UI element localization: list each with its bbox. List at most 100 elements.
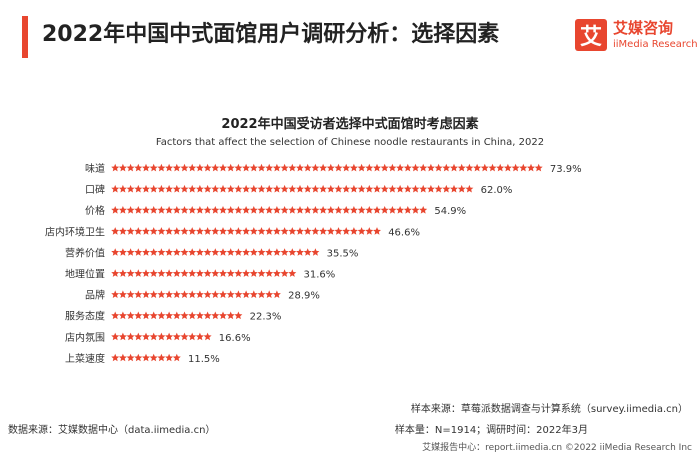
bar	[111, 248, 320, 256]
bar-star	[280, 248, 289, 256]
bar-star	[373, 206, 381, 214]
bar-star	[111, 206, 120, 214]
bar-star	[257, 248, 266, 256]
bar-star	[165, 311, 174, 320]
bar-star	[142, 311, 150, 320]
bar-star	[334, 184, 343, 193]
bar-star	[157, 290, 166, 298]
bar-star	[426, 184, 435, 193]
bar-star	[195, 311, 204, 320]
bar-star	[272, 184, 281, 193]
bar-star	[265, 206, 274, 214]
bar-star	[195, 184, 204, 193]
bar-star	[242, 290, 251, 298]
category-label: 品牌	[85, 289, 105, 302]
bar-star	[118, 206, 127, 214]
bar-star	[157, 163, 166, 172]
bar-star	[134, 332, 143, 341]
bar-star	[149, 227, 158, 235]
bar-star	[457, 184, 466, 193]
bar-star	[149, 353, 158, 362]
bar-star	[211, 311, 220, 320]
category-label: 价格	[85, 204, 105, 217]
bar-star	[334, 206, 343, 214]
bar-star	[118, 227, 127, 235]
bar-star	[203, 163, 212, 172]
bar-star	[257, 269, 266, 277]
bar-star	[118, 290, 127, 298]
logo-chinese-name: 艾媒咨询	[613, 19, 674, 37]
bar-star	[249, 248, 258, 256]
bar-star	[480, 163, 489, 172]
bar-star	[118, 353, 127, 362]
bar-star	[257, 184, 266, 193]
bar	[111, 311, 243, 320]
bar-star	[257, 163, 266, 172]
bar-star	[172, 353, 181, 362]
bar-star	[165, 248, 174, 256]
bar-star	[242, 206, 251, 214]
bar-star	[165, 353, 174, 362]
bar-star	[134, 163, 143, 172]
bar-star	[396, 163, 405, 172]
category-label: 地理位置	[65, 268, 105, 281]
bar-star	[226, 206, 235, 214]
bar-star	[142, 332, 150, 341]
bar-star	[111, 269, 120, 277]
bar-star	[473, 163, 482, 172]
bar-star	[426, 163, 435, 172]
bar	[111, 184, 474, 193]
bar-star	[203, 332, 212, 341]
bar-star	[126, 332, 135, 341]
bar-star	[242, 227, 251, 235]
bar	[111, 269, 297, 277]
bar-star	[242, 248, 251, 256]
bar-star	[349, 163, 358, 172]
bar-star	[311, 227, 320, 235]
bar-star	[165, 290, 174, 298]
bar-star	[342, 206, 351, 214]
bar-star	[357, 184, 366, 193]
bar-star	[157, 227, 166, 235]
bar-star	[272, 227, 281, 235]
bar-star	[234, 184, 243, 193]
bar-star	[272, 248, 281, 256]
logo-mark-icon: 艾	[575, 19, 607, 51]
bar-star	[134, 353, 143, 362]
bar-star	[503, 163, 512, 172]
bar-star	[195, 163, 204, 172]
bar-star	[296, 227, 304, 235]
bar-star	[126, 206, 135, 214]
bar-star	[195, 227, 204, 235]
bar-star	[357, 163, 366, 172]
bar-star	[319, 163, 328, 172]
bar-star	[111, 332, 120, 341]
bar-star	[142, 290, 150, 298]
bar-star	[111, 248, 120, 256]
bar-star	[172, 269, 181, 277]
category-label: 营养价值	[65, 246, 105, 259]
bar-star	[303, 248, 312, 256]
bar-star	[180, 163, 189, 172]
bar-star	[403, 163, 412, 172]
bar-star	[188, 184, 197, 193]
bar-star	[180, 290, 189, 298]
bar-star	[157, 353, 166, 362]
bar-star	[311, 248, 320, 256]
bar-star	[288, 227, 297, 235]
data-source: 数据来源：艾媒数据中心（data.iimedia.cn）	[8, 425, 216, 436]
category-label: 味道	[85, 162, 105, 175]
bar-star	[373, 163, 381, 172]
data-label: 35.5%	[327, 248, 359, 259]
bar-star	[280, 206, 289, 214]
bar-star	[134, 269, 143, 277]
bar-star	[249, 227, 258, 235]
bar-star	[126, 353, 135, 362]
bar-star	[219, 184, 227, 193]
bar-star	[380, 206, 389, 214]
bar-star	[303, 163, 312, 172]
bar-star	[373, 184, 381, 193]
bar-star	[380, 163, 389, 172]
bar-star	[195, 248, 204, 256]
bar-star	[126, 311, 135, 320]
